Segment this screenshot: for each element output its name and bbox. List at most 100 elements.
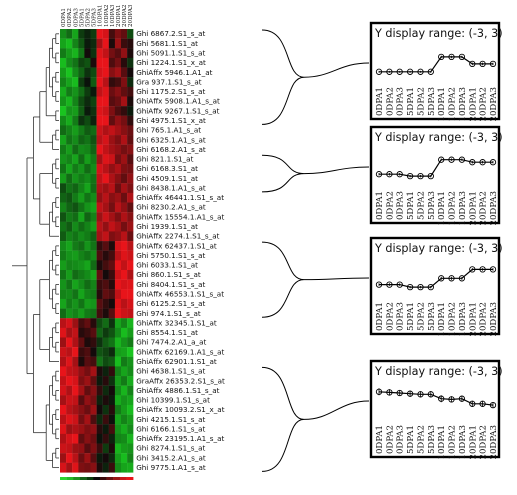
heatmap-cell — [60, 202, 67, 213]
profile-point — [458, 275, 466, 282]
probe-label: GhiAffx 46553.1.S1_s_at — [136, 290, 224, 299]
heatmap-cell — [60, 270, 67, 280]
heatmap-cell — [84, 395, 91, 406]
heatmap-cell — [66, 260, 73, 271]
heatmap-cell — [108, 453, 116, 463]
heatmap-cell — [90, 260, 97, 271]
heatmap-cell — [127, 154, 134, 165]
heatmap-cell — [90, 298, 97, 309]
heatmap-cell — [96, 270, 103, 280]
heatmap-cell — [114, 163, 122, 174]
heatmap-cell — [121, 289, 128, 300]
probe-label: Ghi 1175.2.S1_s_at — [136, 87, 205, 96]
heatmap-cell — [84, 173, 91, 184]
profile-x-tick-label: 5DPA2 — [417, 87, 427, 116]
probe-label: Ghi 8554.1.S1_at — [136, 328, 198, 337]
column-label: 0DPA1 — [61, 8, 67, 27]
profile-point — [438, 53, 445, 61]
heatmap-cell — [90, 106, 97, 116]
heatmap-cell — [108, 125, 116, 136]
heatmap-cell — [78, 67, 85, 78]
heatmap-cell — [102, 443, 109, 454]
heatmap-cell — [72, 356, 79, 367]
heatmap-cell — [121, 395, 128, 406]
heatmap-cell — [96, 395, 103, 406]
heatmap-cell — [96, 154, 103, 165]
heatmap-cell — [108, 144, 116, 155]
profile-point — [427, 391, 434, 398]
heatmap-cell — [66, 395, 73, 406]
heatmap-cell — [66, 48, 73, 59]
heatmap-cell — [84, 241, 91, 251]
heatmap-cell — [127, 404, 134, 415]
heatmap-cell — [72, 318, 79, 328]
heatmap-cell — [78, 115, 85, 126]
heatmap-cell — [66, 192, 73, 203]
heatmap-cell — [78, 308, 85, 319]
column-label: 5DPA2 — [85, 8, 91, 27]
profile-point — [458, 156, 466, 163]
heatmap-cell — [84, 135, 91, 145]
heatmap-cell — [127, 202, 134, 213]
heatmap-cell — [121, 67, 128, 78]
profile-x-tick-label: 10DPA1 — [437, 302, 447, 337]
heatmap-cell — [60, 115, 67, 126]
heatmap-cell — [72, 183, 79, 194]
profile-x-tick-label: 20DPA1 — [468, 302, 478, 337]
heatmap-cell — [96, 356, 103, 367]
heatmap-cell — [90, 366, 97, 377]
heatmap-cell — [121, 298, 128, 309]
probe-label: Ghi 1224.1.S1_x_at — [136, 58, 206, 67]
heatmap-cell — [96, 443, 103, 454]
heatmap-cell — [96, 38, 103, 49]
heatmap-cell — [121, 385, 128, 396]
color-scale-bar — [60, 477, 134, 480]
probe-label: Ghi 765.1.A1_s_at — [136, 126, 201, 135]
heatmap-cell — [66, 67, 73, 78]
heatmap-cell — [102, 115, 109, 126]
heatmap-cell — [84, 347, 91, 357]
heatmap-cell — [127, 77, 134, 87]
probe-label: Ghi 6166.1.S1_s_at — [136, 424, 205, 433]
profile-point — [375, 68, 383, 75]
color-scale-swatch — [93, 477, 101, 480]
heatmap-cell — [90, 144, 97, 155]
heatmap-cell — [108, 38, 116, 49]
heatmap-cell — [60, 67, 67, 78]
heatmap-cell — [121, 270, 128, 280]
profile-point — [386, 68, 393, 75]
cluster-panel: Y display range: (-3, 3)0DPA1 0DPA2 0DPA3 5… — [369, 125, 503, 226]
heatmap-cell — [114, 212, 122, 222]
profile-point — [427, 283, 434, 291]
probe-label: Ghi 6325.1.A1_s_at — [136, 135, 206, 144]
probe-label: GhiAffx 46441.1.S1_s_at — [136, 193, 224, 202]
profile-x-tick-label: 5DPA3 — [427, 87, 437, 116]
heatmap-cell — [114, 38, 122, 49]
heatmap-cell — [102, 433, 109, 444]
heatmap-cell — [102, 327, 109, 338]
heatmap-cell — [84, 318, 91, 328]
probe-label: Ghi 6168.2.A1_s_at — [136, 145, 206, 154]
heatmap-cell — [114, 86, 122, 97]
heatmap-cell — [102, 221, 109, 232]
heatmap-cell — [114, 125, 122, 136]
heatmap-cell — [90, 154, 97, 165]
profile-x-tick-label: 10DPA3 — [458, 302, 468, 337]
heatmap-cell — [127, 250, 134, 261]
profile-point — [396, 68, 403, 75]
probe-label: Ghi 9775.1.A1_s_at — [136, 463, 206, 472]
heatmap-cell — [121, 433, 128, 444]
profile-point — [417, 68, 424, 75]
heatmap-cell — [90, 250, 97, 261]
heatmap-cell — [90, 173, 97, 184]
heatmap-cell — [84, 96, 91, 107]
heatmap-cell — [114, 260, 122, 271]
heatmap-cell — [60, 260, 67, 271]
profile-point — [375, 281, 383, 288]
heatmap-cell — [114, 241, 122, 251]
heatmap-cell — [78, 29, 85, 39]
heatmap-cell — [78, 38, 85, 49]
profile-x-tick-label: 20DPA3 — [489, 87, 499, 122]
heatmap-cell — [127, 289, 134, 300]
